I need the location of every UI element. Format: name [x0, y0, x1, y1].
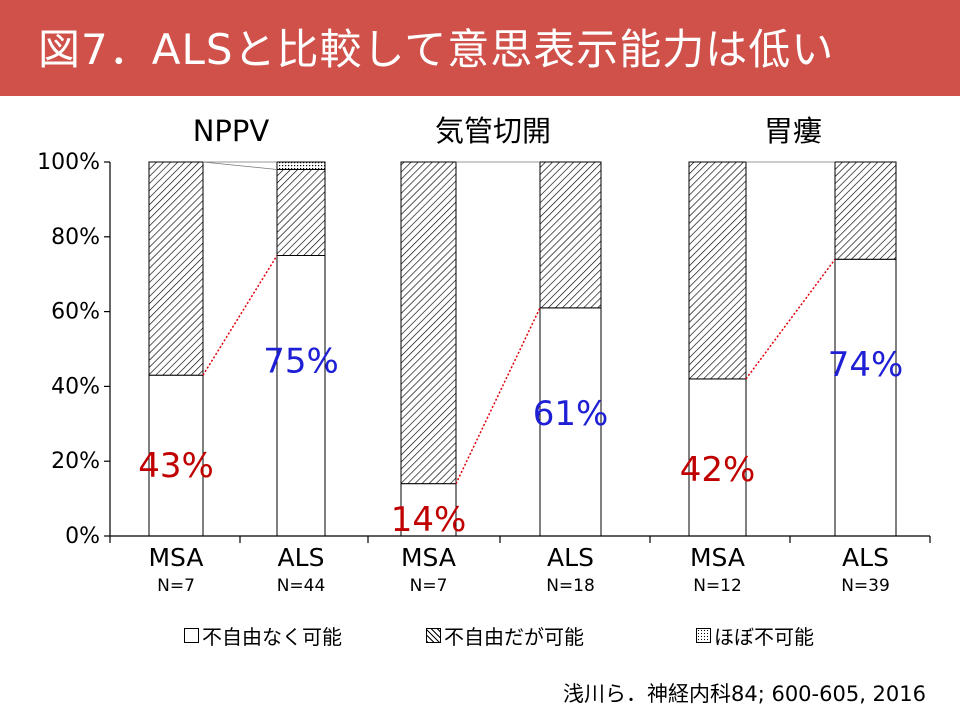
y-tick-label: 80% — [51, 225, 100, 250]
n-label: N=7 — [157, 576, 195, 596]
y-tick-label: 60% — [51, 300, 100, 325]
blank-swatch-icon — [184, 628, 199, 643]
bar-segment-hatch — [834, 161, 897, 260]
data-label: 61% — [533, 394, 609, 434]
legend-label: ほぼ不可能 — [714, 625, 814, 649]
n-label: N=12 — [693, 576, 742, 596]
n-label: N=18 — [546, 576, 595, 596]
group-title: 気管切開 — [435, 114, 551, 148]
connector-line — [202, 255, 278, 376]
data-label: 75% — [263, 342, 339, 382]
title-bar: 図7．ALSと比較して意思表示能力は低い — [0, 0, 960, 96]
hatch-swatch-icon — [426, 628, 441, 643]
connector-line — [745, 258, 836, 380]
bar-segment-hatch — [688, 161, 747, 380]
bar-segment-blank — [276, 255, 326, 537]
bar-segment-blank — [539, 307, 602, 537]
group-title: 胃瘻 — [764, 114, 822, 148]
bar-segment-hatch — [539, 161, 602, 309]
legend-item-hatch: 不自由だが可能 — [426, 621, 584, 650]
bar-segment-hatch — [148, 161, 204, 376]
data-label: 14% — [391, 500, 467, 540]
bar-segment-blank — [400, 483, 457, 537]
data-label: 43% — [138, 446, 214, 486]
category-label: MSA — [148, 543, 203, 572]
n-label: N=44 — [277, 576, 326, 596]
citation: 浅川ら．神経内科84; 600-605, 2016 — [562, 682, 926, 706]
bar-segment-hatch — [276, 168, 326, 256]
legend-item-blank: 不自由なく可能 — [184, 621, 342, 650]
legend-label: 不自由なく可能 — [202, 625, 342, 649]
bar-segment-blank — [834, 258, 897, 537]
data-label: 74% — [828, 345, 904, 385]
y-tick-label: 40% — [51, 374, 100, 399]
data-label: 42% — [680, 450, 756, 490]
category-label: ALS — [547, 543, 594, 572]
segment-connector — [202, 161, 278, 170]
legend-item-dots: ほぼ不可能 — [696, 621, 814, 650]
y-tick-label: 20% — [51, 449, 100, 474]
n-label: N=39 — [841, 576, 890, 596]
group-title: NPPV — [193, 114, 270, 148]
n-label: N=7 — [410, 576, 448, 596]
connector-line — [455, 307, 541, 484]
category-label: MSA — [401, 543, 456, 572]
dots-swatch-icon — [696, 628, 711, 643]
category-label: MSA — [690, 543, 745, 572]
category-label: ALS — [278, 543, 325, 572]
bar-segment-dots — [276, 161, 326, 170]
page-title: 図7．ALSと比較して意思表示能力は低い — [38, 25, 835, 74]
legend-label: 不自由だが可能 — [444, 625, 584, 649]
category-label: ALS — [842, 543, 889, 572]
y-tick-label: 0% — [65, 524, 100, 549]
bar-segment-hatch — [400, 161, 457, 485]
y-tick-label: 100% — [37, 150, 100, 175]
